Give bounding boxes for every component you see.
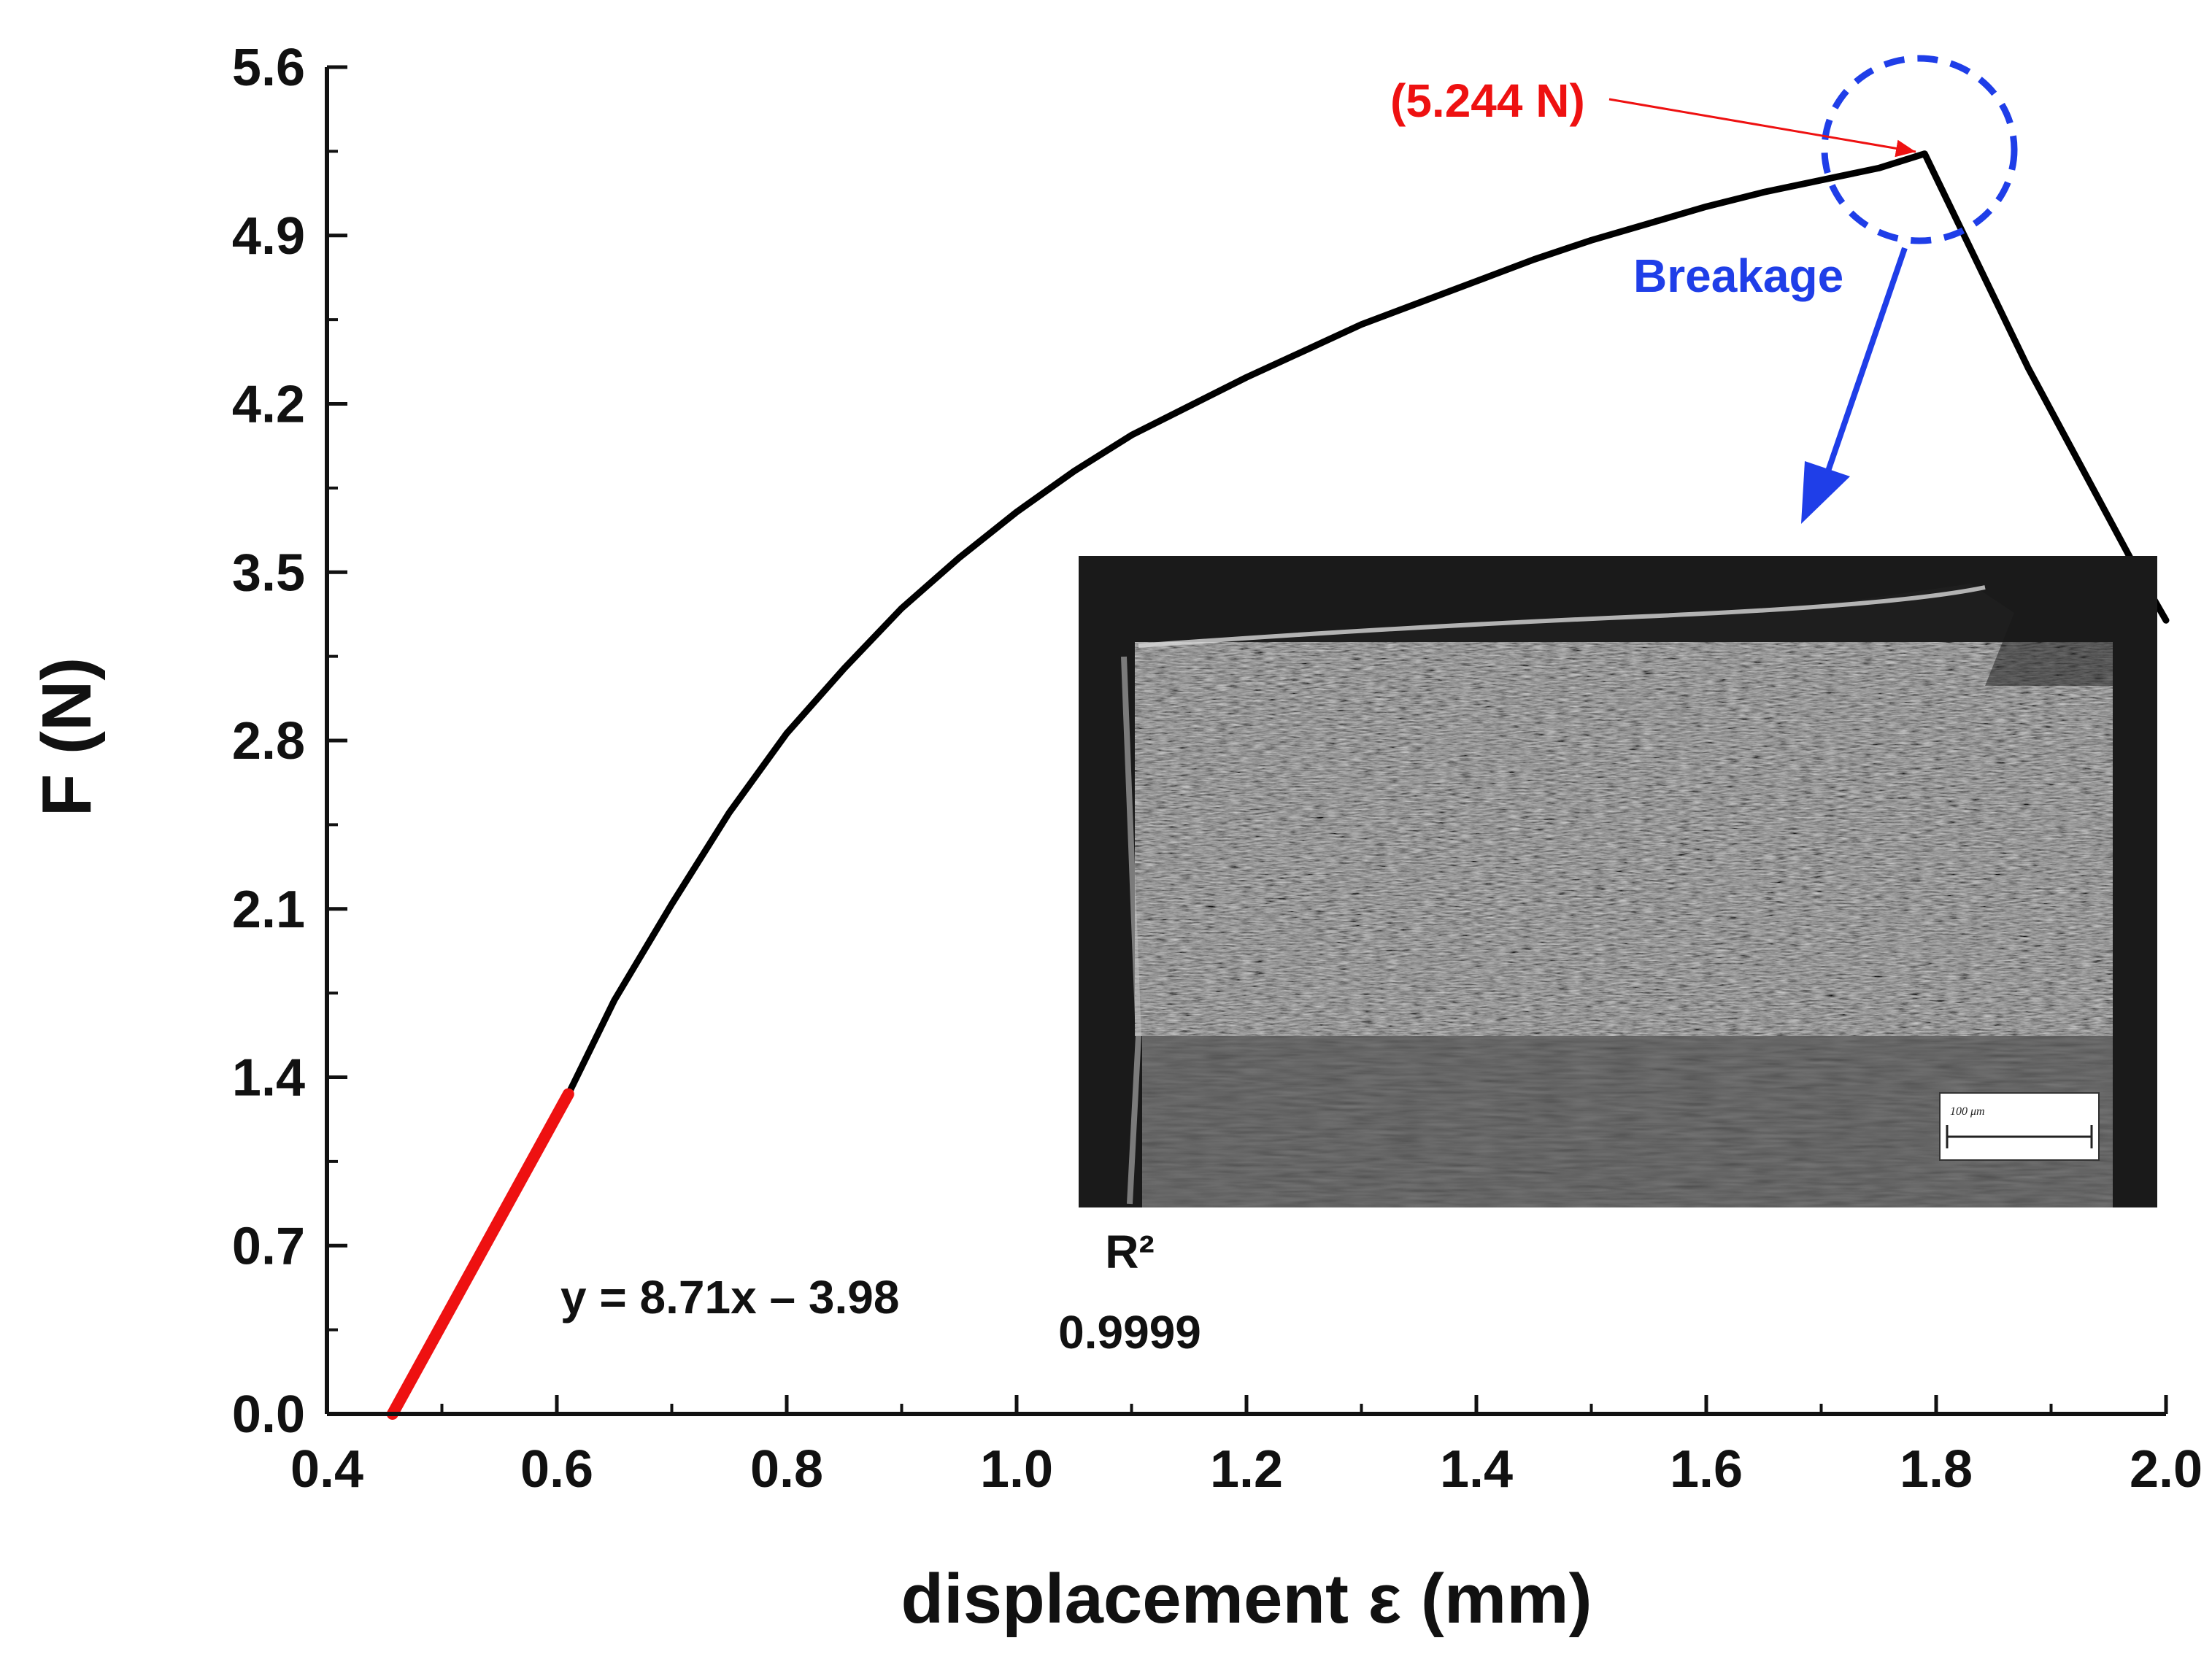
y-tick-label: 0.7 bbox=[232, 1217, 305, 1275]
x-tick-label: 1.8 bbox=[1900, 1440, 1973, 1499]
x-ticks: 0.4 0.6 0.8 1.0 1.2 1.4 1.6 1.8 2.0 bbox=[290, 1395, 2203, 1499]
r2-value: 0.9999 bbox=[1058, 1306, 1201, 1359]
annotations: (5.244 N) Breakage y = 8.71x – 3.98 R² 0… bbox=[560, 55, 2018, 1359]
scale-bar-label: 100 μm bbox=[1950, 1105, 1985, 1118]
x-axis-title: displacement ε (mm) bbox=[901, 1560, 1592, 1638]
y-tick-label: 3.5 bbox=[232, 544, 305, 602]
x-tick-label: 0.8 bbox=[750, 1440, 823, 1499]
series-force-curve bbox=[389, 150, 2170, 1418]
r2-label: R² bbox=[1105, 1226, 1155, 1278]
breakage-circle bbox=[1821, 55, 2018, 244]
y-tick-label: 2.8 bbox=[232, 712, 305, 770]
sem-inset-image: 100 μm bbox=[1079, 556, 2157, 1207]
breakage-arrow bbox=[1822, 247, 1908, 483]
x-tick-label: 1.4 bbox=[1440, 1440, 1513, 1499]
breakage-label: Breakage bbox=[1633, 250, 1843, 302]
series-linear-fit bbox=[386, 1088, 574, 1420]
y-tick-label: 5.6 bbox=[232, 39, 305, 97]
y-ticks: 0.0 0.7 1.4 2.1 2.8 3.5 4.2 4.9 5.6 bbox=[232, 39, 347, 1444]
x-tick-label: 2.0 bbox=[2130, 1440, 2203, 1499]
x-tick-label: 1.6 bbox=[1670, 1440, 1743, 1499]
y-tick-label: 0.0 bbox=[232, 1386, 305, 1444]
y-tick-label: 4.2 bbox=[232, 376, 305, 434]
y-tick-label: 4.9 bbox=[232, 207, 305, 266]
x-tick-label: 0.6 bbox=[520, 1440, 593, 1499]
breakage-arrowhead bbox=[1801, 461, 1850, 524]
peak-force-label: (5.244 N) bbox=[1390, 74, 1585, 127]
x-tick-label: 0.4 bbox=[290, 1440, 363, 1499]
fit-equation: y = 8.71x – 3.98 bbox=[560, 1271, 899, 1323]
y-tick-label: 1.4 bbox=[232, 1049, 305, 1108]
y-tick-label: 2.1 bbox=[232, 881, 305, 939]
peak-arrow bbox=[1608, 98, 1916, 158]
y-axis-title: F (N) bbox=[28, 657, 106, 817]
x-tick-label: 1.2 bbox=[1210, 1440, 1283, 1499]
series-layer bbox=[386, 150, 2170, 1420]
x-tick-label: 1.0 bbox=[980, 1440, 1053, 1499]
